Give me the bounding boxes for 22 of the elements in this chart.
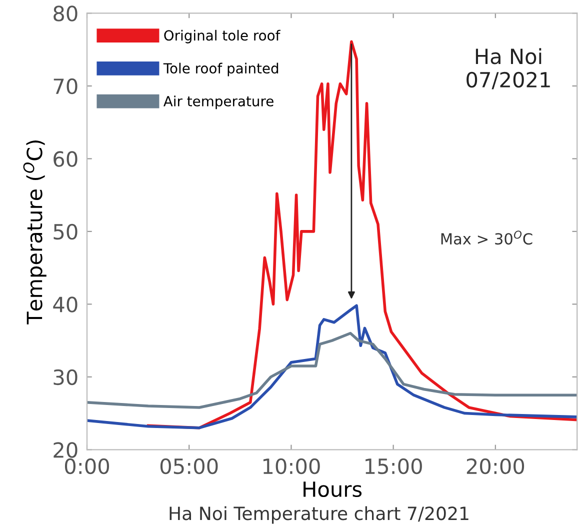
annotation: Ha Noi 07/2021 xyxy=(466,48,550,90)
legend-label: Air temperature xyxy=(163,96,274,110)
legend-label: Tole roof painted xyxy=(163,62,278,76)
y-tick-label: 60 xyxy=(54,151,78,167)
x-tick-label: 05:00 xyxy=(160,458,218,474)
annotation: Max > 30$^{O}$C xyxy=(441,230,532,245)
x-tick-label: 10:00 xyxy=(263,458,320,474)
x-axis-title: Hours xyxy=(304,482,362,498)
text: Ha Noi Temperature chart 7/2021 xyxy=(170,506,468,524)
x-tick-label: 20:00 xyxy=(466,458,524,474)
x-tick-label: 15:00 xyxy=(366,458,422,474)
y-tick-label: 70 xyxy=(54,78,78,94)
x-tick-label: 0:00 xyxy=(64,458,110,474)
y-axis-title: Temperature ($^{O}$C) xyxy=(23,140,46,324)
line-series xyxy=(87,304,578,430)
y-tick-label: 20 xyxy=(54,442,78,458)
y-tick-label: 30 xyxy=(54,369,78,386)
legend-label: Original tole roof xyxy=(164,30,280,44)
line-series xyxy=(87,332,578,409)
y-tick-label: 50 xyxy=(54,224,78,240)
y-tick-label: 40 xyxy=(53,296,78,312)
y-tick-label: 80 xyxy=(54,6,78,22)
